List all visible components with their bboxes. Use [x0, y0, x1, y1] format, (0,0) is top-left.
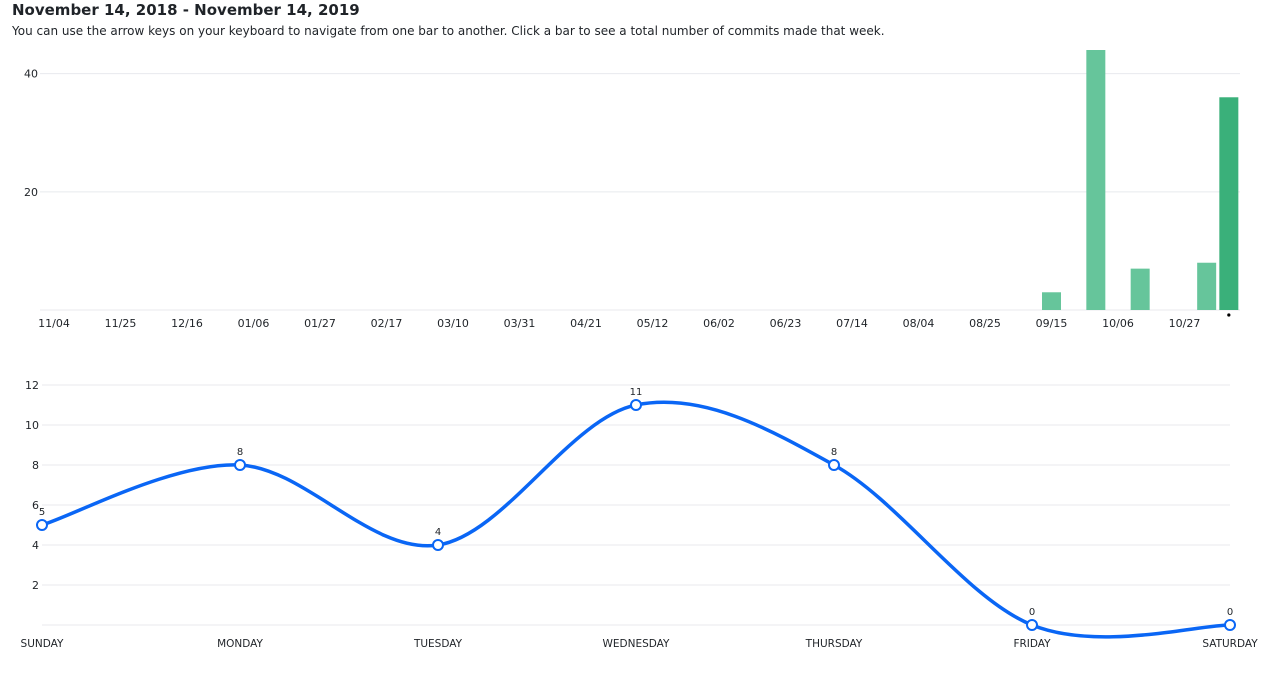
line-y-tick-label: 2: [32, 579, 39, 592]
line-data-label: 0: [1029, 607, 1035, 618]
line-y-tick-label: 6: [32, 499, 39, 512]
line-point[interactable]: [234, 459, 246, 471]
commit-bar[interactable]: [1130, 268, 1150, 310]
line-data-label: 0: [1227, 607, 1233, 618]
commit-bar[interactable]: [1219, 97, 1239, 310]
line-point[interactable]: [1026, 619, 1038, 631]
line-x-tick-label: THURSDAY: [805, 638, 863, 650]
bar-x-tick-label: 01/27: [304, 317, 336, 330]
daily-commits-line-chart: 2 4 6 8 10 12 5 SUNDAY 8 MONDAY 4 TUESDAY 11 WEDNESDA…: [21, 379, 1259, 650]
bar-x-tick-label: 12/16: [171, 317, 203, 330]
bar-x-tick-label: 08/25: [969, 317, 1001, 330]
bar-y-tick-label: 40: [24, 68, 38, 81]
commits-by-day-line: [40, 400, 1232, 639]
line-x-tick-label: FRIDAY: [1013, 638, 1051, 650]
bar-x-tick-label: 01/06: [238, 317, 270, 330]
bar-x-tick-label: 07/14: [836, 317, 868, 330]
bar-x-tick-label: 03/10: [437, 317, 469, 330]
commit-bar[interactable]: [1197, 262, 1217, 310]
bar-x-tick-label: 02/17: [371, 317, 403, 330]
bar-x-tick-label: 05/12: [637, 317, 669, 330]
line-point[interactable]: [630, 399, 642, 411]
line-point[interactable]: [1224, 619, 1236, 631]
line-x-tick-label: WEDNESDAY: [603, 638, 671, 650]
line-y-tick-label: 8: [32, 459, 39, 472]
line-x-tick-label: SUNDAY: [21, 638, 64, 650]
bar-x-tick-label: 11/04: [38, 317, 70, 330]
line-point[interactable]: [36, 519, 48, 531]
line-data-label: 4: [435, 527, 441, 538]
commit-bar[interactable]: [1042, 292, 1061, 310]
line-point[interactable]: [828, 459, 840, 471]
line-x-tick-label: MONDAY: [217, 638, 263, 650]
bar-y-tick-label: 20: [24, 186, 38, 199]
bar-x-tick-label: 06/02: [703, 317, 735, 330]
line-point[interactable]: [432, 539, 444, 551]
bar-x-tick-label: 09/15: [1036, 317, 1068, 330]
bar-x-tick-label: 10/27: [1169, 317, 1201, 330]
line-y-tick-label: 4: [32, 539, 39, 552]
line-x-tick-label: TUESDAY: [413, 638, 463, 650]
line-data-label: 11: [630, 387, 643, 398]
commit-bar[interactable]: [1086, 50, 1106, 310]
line-data-label: 8: [831, 447, 837, 458]
page-subtitle: You can use the arrow keys on your keybo…: [12, 24, 885, 38]
weekly-commits-bar-chart: 20 40 11/04 11/25 12/16 01/06 01/27 02/17 03/10 0…: [24, 50, 1240, 330]
line-data-label: 5: [39, 507, 45, 518]
line-y-tick-label: 10: [25, 419, 39, 432]
bar-x-tick-label: 08/04: [903, 317, 935, 330]
line-y-tick-label: 12: [25, 379, 39, 392]
active-bar-marker: [1227, 313, 1231, 317]
bar-x-tick-label: 03/31: [504, 317, 536, 330]
page-title: November 14, 2018 - November 14, 2019: [12, 1, 360, 19]
line-x-tick-label: SATURDAY: [1202, 638, 1258, 650]
bar-x-tick-label: 06/23: [770, 317, 802, 330]
bar-x-tick-label: 04/21: [570, 317, 602, 330]
line-data-label: 8: [237, 447, 243, 458]
bar-x-tick-label: 10/06: [1102, 317, 1134, 330]
bar-x-tick-label: 11/25: [105, 317, 137, 330]
